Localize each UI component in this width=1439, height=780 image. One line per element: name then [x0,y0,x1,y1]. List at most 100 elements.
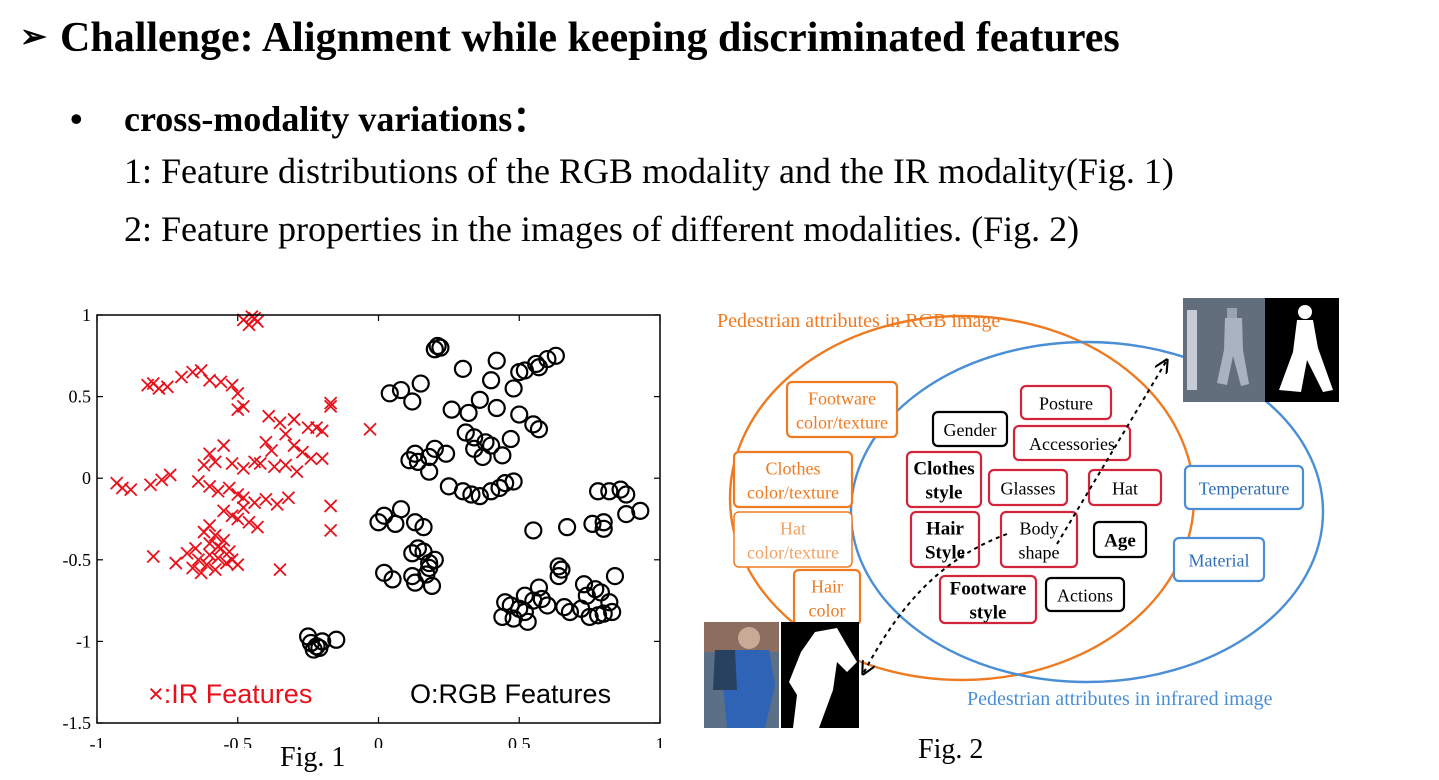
ir-point [250,520,265,534]
ir-point [208,528,222,542]
fig1-y-tick-label: 0 [82,468,91,488]
attribute-label: Footware [950,579,1027,600]
rgb-point [487,398,506,418]
rgb-point [594,513,613,532]
rgb-point [574,575,594,594]
ir-point [200,558,214,572]
ir-point [270,497,284,511]
attribute-box: Accessories [1012,424,1132,462]
rgb-point [560,602,580,622]
ir-point [197,525,211,539]
rgb-point [549,557,568,576]
attribute-box: Age [1092,520,1148,559]
ir-attribute-set [849,340,1325,684]
ir-point [281,491,296,505]
ir-point [146,549,160,564]
ir-point [174,370,189,384]
ir-point [214,375,228,389]
ir-point [214,541,228,556]
ir-point [295,445,310,459]
ir-point [363,422,377,436]
ir-point [259,492,273,507]
ir-set-label: Pedestrian attributes in infrared image [967,688,1273,710]
rgb-point [462,485,481,504]
ir-point [208,562,222,577]
fig1-x-tick-label: 1 [656,734,665,748]
sub-heading-text: cross-modality variations： [124,99,549,139]
rgb-point [482,371,501,390]
rgb-point [631,501,650,520]
rgb-point [588,482,608,501]
rgb-point [482,482,501,501]
rgb-point [400,451,419,470]
attribute-label: Clothes [913,459,974,480]
attribute-label: Body [1019,519,1058,539]
fig2-caption: Fig. 2 [918,734,984,765]
ir-point [202,548,217,562]
attribute-box: Clothes style [905,450,983,509]
rgb-point [600,482,619,501]
attribute-box: Hat color/texture [733,511,853,568]
ir-point [290,465,304,479]
rgb-point [391,500,411,519]
ir-point [236,500,251,515]
fig1-x-tick-label: -1 [90,734,105,748]
rgb-point [442,400,461,419]
fig1-axis-ticks: -1 -0.5 0 0.5 110.50-0.5-1-1.5 [63,305,665,748]
attribute-label: Accessories [1029,434,1115,454]
rgb-point [422,576,442,596]
rgb-point [617,485,636,504]
rgb-point [304,640,323,659]
fig1-y-tick-label: -1.5 [63,713,92,733]
attribute-box: Footware color/texture [785,380,899,439]
fig1-y-tick-label: -1 [76,631,91,651]
rgb-point [518,612,537,631]
ir-point [202,373,217,387]
rgb-pedestrian-mask [781,622,859,728]
rgb-point [524,521,543,540]
ir-point [222,545,236,559]
fig1-y-tick-label: 0.5 [69,387,92,407]
ir-point [324,399,338,414]
ir-pedestrian-mask [1265,298,1339,402]
attribute-label: color/texture [747,483,839,503]
attribute-label: Temperature [1199,479,1290,499]
attribute-label: Glasses [1001,479,1056,499]
arrow-to-ir-images [1056,360,1167,545]
ir-point [262,409,276,423]
rgb-point [493,607,512,627]
ir-point [315,451,329,466]
attribute-label: Actions [1057,586,1113,606]
ir-point [169,556,183,570]
rgb-point [524,415,543,434]
ir-point [278,427,293,441]
ir-point [197,458,211,472]
attribute-box: Gender [931,410,1009,448]
attribute-box: Posture [1019,384,1113,421]
attribute-label: style [970,603,1007,624]
ir-point [194,363,208,378]
rgb-point [558,518,577,537]
rgb-point [380,384,399,403]
ir-point [115,481,129,495]
attribute-box: Hat [1087,468,1163,507]
arrow-to-rgb-images [863,533,1008,674]
ir-point [208,455,222,469]
rgb-pedestrian-photo [704,622,779,728]
fig1-legend-rgb: O:RGB Features [410,679,611,709]
ir-point [236,461,251,476]
point-1: 1: Feature distributions of the RGB moda… [124,151,1174,191]
ir-point [278,458,293,472]
ir-point [259,435,273,449]
ir-point [324,396,338,410]
attribute-label: Style [925,543,965,564]
rgb-point [617,505,636,524]
ir-point [146,376,160,391]
rgb-point [496,473,515,493]
rgb-point [529,420,549,439]
ir-point [163,468,177,482]
rgb-point [611,480,630,499]
sub-heading: • cross-modality variations： [70,90,548,142]
ir-point [236,491,251,505]
rgb-point [549,567,568,586]
